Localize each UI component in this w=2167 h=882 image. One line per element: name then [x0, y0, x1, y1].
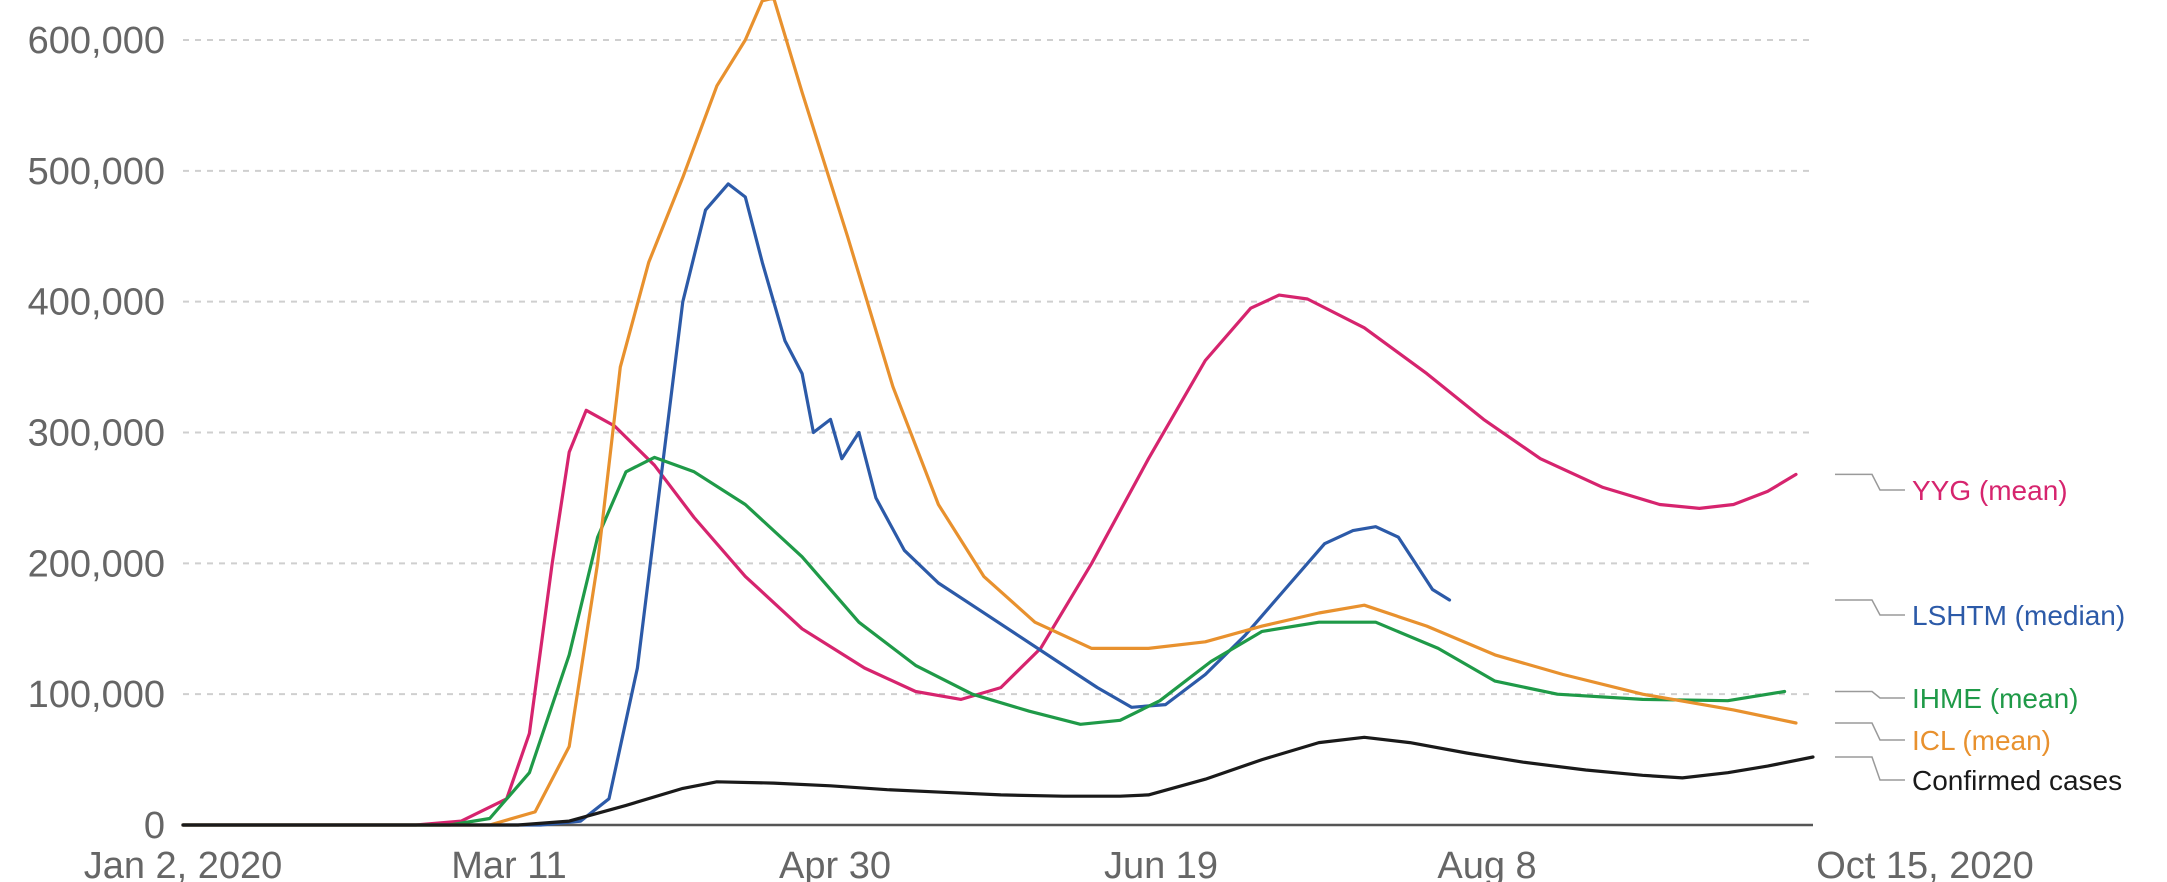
x-tick-label: Mar 11 [451, 845, 566, 882]
x-tick-label: Jun 19 [1104, 845, 1218, 882]
y-tick-label: 100,000 [28, 674, 165, 716]
series-line [181, 182, 1452, 827]
legend-connector [1835, 690, 1905, 699]
y-axis: 0 100,000 200,000 300,000 400,000 500,000 600,… [28, 20, 165, 847]
x-tick-label: Aug 8 [1437, 845, 1536, 882]
legend-connector [1835, 599, 1905, 616]
series-line [181, 735, 1815, 827]
legend-connector [1835, 756, 1905, 781]
x-tick-label: Oct 15, 2020 [1816, 845, 2034, 882]
x-tick-label: Apr 30 [779, 845, 891, 882]
series-line [181, 0, 1798, 827]
legend-label: ICL (mean) [1912, 725, 2051, 756]
y-tick-label: 300,000 [28, 413, 165, 455]
x-axis: Jan 2, 2020 Mar 11 Apr 30 Jun 19 Aug 8 Oct 15… [84, 823, 2034, 882]
legend-connector [1835, 722, 1905, 741]
y-tick-label: 0 [144, 805, 165, 847]
series-line [181, 293, 1798, 827]
y-tick-label: 600,000 [28, 20, 165, 62]
gridlines [183, 39, 1813, 696]
legend-connector [1835, 473, 1905, 491]
legend-label: IHME (mean) [1912, 683, 2078, 714]
legend: YYG (mean) LSHTM (median) IHME (mean) ICL (… [1835, 473, 2125, 796]
y-tick-label: 400,000 [28, 282, 165, 324]
legend-label: LSHTM (median) [1912, 600, 2125, 631]
legend-label: YYG (mean) [1912, 475, 2068, 506]
legend-label: Confirmed cases [1912, 765, 2122, 796]
x-tick-label: Jan 2, 2020 [84, 845, 283, 882]
y-tick-label: 200,000 [28, 543, 165, 585]
series-lines [181, 0, 1815, 827]
series-line [181, 455, 1787, 827]
y-tick-label: 500,000 [28, 151, 165, 193]
